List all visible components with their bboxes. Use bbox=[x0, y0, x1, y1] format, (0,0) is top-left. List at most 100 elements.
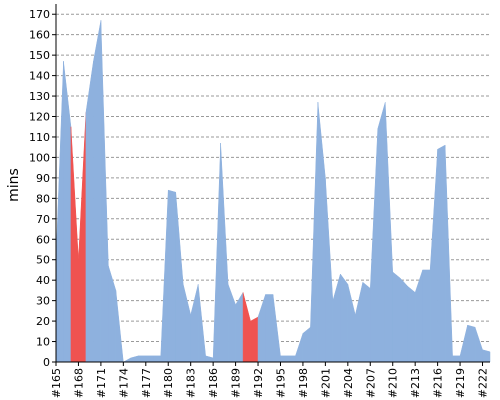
area-segment-#194 bbox=[272, 294, 281, 363]
y-tick-label: 150 bbox=[29, 49, 50, 62]
y-tick-label: 30 bbox=[36, 295, 50, 308]
x-tick-label: #180 bbox=[162, 368, 175, 398]
y-tick-label: 60 bbox=[36, 233, 50, 246]
area-segment-#180 bbox=[167, 189, 176, 363]
area-segment-#171 bbox=[100, 20, 109, 363]
area-segment-#200 bbox=[317, 102, 326, 363]
x-tick-label: #210 bbox=[387, 368, 400, 398]
y-tick-label: 90 bbox=[36, 172, 50, 185]
area-segment-#176 bbox=[138, 355, 147, 363]
x-tick-label: #189 bbox=[230, 368, 243, 398]
area-segment-#170 bbox=[93, 20, 102, 363]
x-tick-label: #168 bbox=[72, 368, 85, 398]
x-tick-label: #192 bbox=[252, 368, 265, 398]
y-tick-label: 130 bbox=[29, 90, 50, 103]
area-segment-#220 bbox=[467, 324, 476, 363]
area-segment-#184 bbox=[197, 284, 206, 363]
x-tick-label: #219 bbox=[454, 368, 467, 398]
area-segment-#204 bbox=[347, 284, 356, 363]
area-segment-#190 bbox=[242, 292, 251, 363]
y-tick-label: 140 bbox=[29, 70, 50, 83]
y-tick-label: 0 bbox=[43, 356, 50, 369]
area-segment-#201 bbox=[325, 177, 334, 363]
area-segment-#199 bbox=[310, 102, 319, 363]
area-segment-#174 bbox=[123, 357, 132, 363]
x-tick-label: #201 bbox=[319, 368, 332, 398]
area-segment-#175 bbox=[130, 355, 139, 363]
x-tick-label: #195 bbox=[274, 368, 287, 398]
area-segment-#206 bbox=[362, 281, 371, 363]
area-segment-#197 bbox=[295, 333, 304, 363]
y-axis-title: mins bbox=[6, 168, 22, 202]
x-tick-label: #183 bbox=[185, 368, 198, 398]
area-segment-#213 bbox=[414, 269, 423, 363]
area-segment-#208 bbox=[377, 102, 386, 363]
area-segment-#215 bbox=[429, 149, 438, 363]
area-segment-#216 bbox=[437, 144, 446, 363]
area-segment-#195 bbox=[280, 355, 289, 363]
x-tick-label: #186 bbox=[207, 368, 220, 398]
area-segment-#189 bbox=[235, 291, 244, 363]
area-segment-#198 bbox=[302, 326, 311, 363]
area-segment-#173 bbox=[115, 290, 124, 363]
area-segment-#179 bbox=[160, 190, 169, 363]
x-tick-label: #204 bbox=[342, 368, 355, 398]
x-tick-label: #207 bbox=[364, 368, 377, 398]
area-segment-#167 bbox=[70, 126, 79, 363]
x-tick-label: #216 bbox=[432, 368, 445, 398]
y-tick-label: 20 bbox=[36, 315, 50, 328]
x-tick-label: #165 bbox=[50, 368, 63, 398]
area-segment-#183 bbox=[190, 284, 199, 363]
area-segment-#221 bbox=[474, 327, 483, 363]
area-segment-#169 bbox=[85, 61, 94, 363]
x-tick-label: #198 bbox=[297, 368, 310, 398]
y-tick-label: 170 bbox=[29, 8, 50, 21]
area-segment-#182 bbox=[182, 284, 191, 363]
area-segment-#211 bbox=[399, 277, 408, 363]
axes bbox=[55, 4, 490, 363]
area-segment-#218 bbox=[452, 355, 461, 363]
area-segment-#210 bbox=[392, 271, 401, 363]
area-segment-#196 bbox=[287, 355, 296, 363]
area-segment-#177 bbox=[145, 355, 154, 363]
y-tick-label: 70 bbox=[36, 213, 50, 226]
area-segment-#178 bbox=[153, 355, 162, 363]
x-tick-labels: #165 #168 #171 #174 #177 #180 #183 #186 #189 #192… bbox=[50, 362, 490, 398]
area-segment-#192 bbox=[257, 294, 266, 363]
area-segment-#166 bbox=[63, 61, 72, 363]
area-segment-#219 bbox=[459, 325, 468, 363]
area-segment-#187 bbox=[220, 143, 229, 363]
area-segment-#181 bbox=[175, 192, 184, 363]
grid-lines bbox=[56, 13, 490, 343]
area-segment-#191 bbox=[250, 316, 259, 363]
area-segment-#207 bbox=[370, 128, 379, 363]
y-tick-label: 10 bbox=[36, 336, 50, 349]
y-tick-label: 80 bbox=[36, 192, 50, 205]
area-segment-#188 bbox=[227, 284, 236, 363]
y-tick-label: 100 bbox=[29, 151, 50, 164]
area-segment-#185 bbox=[205, 355, 214, 363]
area-segment-#209 bbox=[384, 102, 393, 363]
area-segment-#212 bbox=[407, 285, 416, 363]
area-segment-#193 bbox=[265, 294, 274, 363]
area-segment-#202 bbox=[332, 273, 341, 363]
y-tick-labels: 0 10 20 30 40 50 60 70 80 90 100 110 120 130 140 150 160… bbox=[29, 8, 56, 369]
x-tick-label: #177 bbox=[140, 368, 153, 398]
y-tick-label: 50 bbox=[36, 254, 50, 267]
x-tick-label: #213 bbox=[409, 368, 422, 398]
area-segment-#168 bbox=[78, 112, 87, 363]
x-tick-label: #222 bbox=[477, 368, 490, 398]
y-tick-label: 40 bbox=[36, 274, 50, 287]
area-segment-#186 bbox=[212, 143, 221, 363]
area-segment-#214 bbox=[422, 269, 431, 363]
area-segment-#222 bbox=[482, 349, 491, 363]
area-segment-#205 bbox=[355, 282, 364, 363]
x-tick-label: #174 bbox=[117, 368, 130, 398]
y-tick-label: 110 bbox=[29, 131, 50, 144]
area-segment-#203 bbox=[340, 273, 349, 363]
area-series bbox=[55, 20, 491, 363]
area-segment-#165 bbox=[55, 61, 64, 363]
area-segment-#172 bbox=[108, 265, 117, 363]
